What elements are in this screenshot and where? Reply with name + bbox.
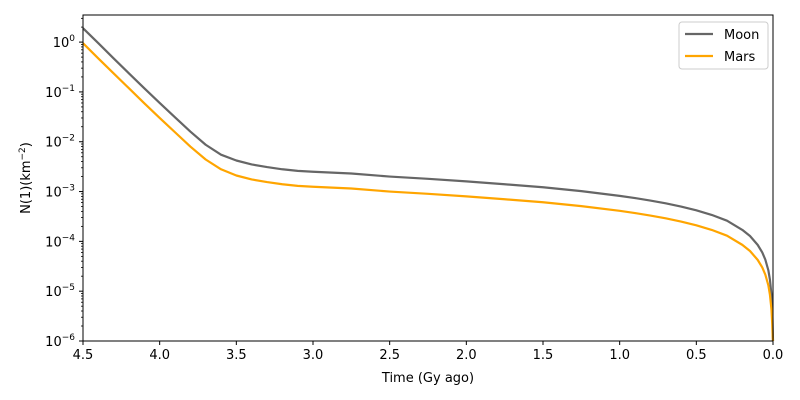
y-tick-label: 10−5 <box>45 283 75 300</box>
legend: Moon Mars <box>678 21 769 70</box>
y-tick-exponent: −4 <box>62 233 76 243</box>
x-axis-label: Time (Gy ago) <box>381 371 474 386</box>
y-axis-label: N(1)(km−2) <box>18 142 34 214</box>
axes-frame <box>82 14 774 342</box>
series-line-mars <box>82 42 775 342</box>
y-tick-base: 10 <box>45 235 62 250</box>
series-layer <box>82 27 775 342</box>
x-tick-label: 2.5 <box>379 348 400 363</box>
y-tick-exponent: −1 <box>62 84 75 94</box>
legend-label-mars: Mars <box>724 50 756 65</box>
y-axis-label-main: N(1)(km <box>19 160 34 213</box>
y-tick-exponent: −3 <box>62 184 75 194</box>
y-tick-label: 10−2 <box>45 134 75 151</box>
y-tick-base: 10 <box>45 86 62 101</box>
y-axis-label-superscript: −2 <box>18 147 28 160</box>
x-tick-label: 0.5 <box>686 348 707 363</box>
y-tick-label: 10−4 <box>45 233 75 250</box>
x-tick-label: 1.0 <box>609 348 630 363</box>
y-tick-label: 10−1 <box>45 84 75 101</box>
x-tick-label: 4.5 <box>73 348 94 363</box>
y-tick-label: 100 <box>53 34 76 51</box>
y-tick-base: 10 <box>53 36 70 51</box>
axes-layer <box>82 14 774 342</box>
series-line-moon <box>82 27 775 342</box>
y-tick-label: 10−3 <box>45 184 75 201</box>
ticks-layer: 4.5 4.0 3.5 3.0 2.5 2.0 1.5 1.0 0.5 0.010−610−510… <box>45 17 784 363</box>
y-tick-base: 10 <box>45 285 62 300</box>
x-tick-label: 4.0 <box>149 348 170 363</box>
y-tick-exponent: −2 <box>62 134 75 144</box>
x-tick-label: 0.0 <box>763 348 784 363</box>
x-tick-label: 1.5 <box>533 348 554 363</box>
y-tick-exponent: −5 <box>62 283 75 293</box>
y-tick-exponent: 0 <box>69 34 75 44</box>
x-tick-label: 2.0 <box>456 348 477 363</box>
y-tick-exponent: −6 <box>62 333 76 343</box>
y-tick-base: 10 <box>45 335 62 350</box>
y-tick-label: 10−6 <box>45 333 75 350</box>
x-tick-label: 3.0 <box>303 348 324 363</box>
x-tick-label: 3.5 <box>226 348 247 363</box>
y-tick-base: 10 <box>45 186 62 201</box>
legend-label-moon: Moon <box>724 28 759 43</box>
y-tick-base: 10 <box>45 136 62 151</box>
y-axis-label-tail: ) <box>19 142 34 147</box>
